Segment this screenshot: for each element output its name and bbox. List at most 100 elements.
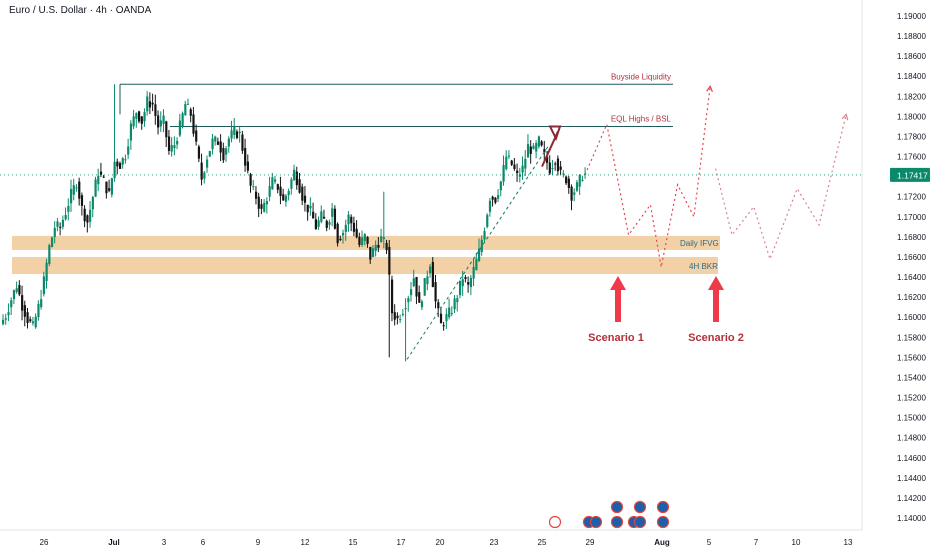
candle-body: [282, 194, 285, 201]
candle-body: [382, 237, 385, 239]
candle-body: [195, 130, 198, 142]
candle-body: [442, 325, 445, 327]
price-tick-label: 1.15600: [897, 353, 926, 362]
candle-body: [535, 143, 538, 152]
price-tick-label: 1.18400: [897, 72, 926, 81]
candle-body: [464, 277, 467, 279]
candle-body: [21, 295, 24, 311]
candle-body: [377, 244, 380, 248]
candle-body: [26, 312, 29, 323]
candle-body: [29, 319, 32, 322]
candle-body: [540, 141, 543, 146]
current-price-label: 1.17417: [897, 170, 928, 180]
candle-body: [502, 165, 505, 182]
candle-body: [532, 145, 535, 150]
economic-event-icon[interactable]: [633, 515, 647, 529]
time-axis[interactable]: 26 Jul 3 6 9 12 15 17 20 23 25 29 Aug 5 7 10 13: [0, 529, 862, 550]
scenario-path-1[interactable]: [584, 86, 711, 268]
time-tick-label: 5: [707, 538, 712, 547]
candle-body: [45, 262, 48, 282]
economic-event-icon[interactable]: [589, 515, 603, 529]
candle-body: [548, 162, 551, 174]
candle-body: [252, 186, 255, 188]
time-tick-label: 20: [436, 538, 445, 547]
candle-body: [70, 189, 73, 204]
price-tick-label: 1.16800: [897, 233, 926, 242]
candle-body: [458, 280, 462, 296]
candle-body: [72, 185, 75, 195]
candle-body: [94, 179, 97, 197]
candle-body: [491, 196, 494, 200]
candle-body: [575, 182, 579, 191]
candle-body: [53, 227, 56, 237]
candle-body: [238, 131, 241, 133]
candle-body: [420, 301, 424, 308]
candle-body: [513, 164, 516, 169]
scenario-path-2[interactable]: [715, 114, 847, 261]
candle-body: [336, 223, 339, 244]
time-tick-label: 3: [162, 538, 167, 547]
price-axis[interactable]: 1.19000 1.18800 1.18600 1.18400 1.18200 1.180…: [861, 0, 932, 550]
candle-body: [42, 276, 45, 295]
candle-body: [322, 216, 326, 219]
candle-body: [543, 149, 546, 153]
price-tick-label: 1.15000: [897, 414, 926, 423]
candle-body: [366, 236, 369, 244]
candle-body: [208, 151, 211, 157]
economic-event-icon[interactable]: [610, 515, 624, 529]
candle-body: [99, 171, 103, 175]
candle-body: [499, 181, 502, 191]
scenario-1-label: Scenario 1: [588, 332, 644, 344]
candle-body: [67, 206, 70, 212]
economic-event-icon[interactable]: [656, 500, 670, 514]
eql-highs-label: EQL Highs / BSL: [611, 114, 672, 123]
trendline[interactable]: [406, 146, 549, 360]
candle-body: [146, 96, 149, 112]
candle-body: [132, 116, 135, 127]
candle-body: [10, 300, 13, 308]
price-tick-label: 1.16600: [897, 253, 926, 262]
candle-body: [570, 186, 573, 201]
candle-body: [121, 158, 124, 165]
candle-body: [181, 113, 184, 127]
economic-event-icon[interactable]: [633, 500, 647, 514]
time-tick-label: 12: [301, 538, 310, 547]
candle-body: [399, 319, 402, 321]
candle-body: [358, 236, 361, 245]
candle-body: [475, 258, 478, 271]
candle-body: [437, 302, 440, 309]
event-icons[interactable]: [548, 500, 670, 529]
candle-body: [529, 146, 532, 154]
candle-body: [154, 104, 157, 116]
price-tick-label: 1.14000: [897, 514, 926, 523]
economic-event-icon[interactable]: [548, 515, 562, 529]
candle-body: [211, 138, 214, 150]
projection-arrow-head: [548, 125, 562, 142]
time-tick-label: 7: [754, 538, 759, 547]
candle-body: [355, 228, 358, 238]
candle-body: [287, 190, 290, 196]
candle-body: [478, 248, 481, 261]
candle-body: [80, 195, 84, 206]
price-tick-label: 1.17000: [897, 213, 926, 222]
zone-4h-bkr[interactable]: [12, 256, 718, 275]
candle-body: [497, 195, 500, 199]
candle-body: [347, 214, 350, 225]
economic-event-icon[interactable]: [656, 515, 670, 529]
candle-body: [249, 174, 252, 186]
zone-daily-ifvg[interactable]: [12, 235, 720, 250]
candle-body: [333, 208, 337, 229]
candle-body: [453, 298, 456, 310]
candle-body: [388, 246, 391, 275]
candle-body: [83, 208, 86, 222]
economic-event-icon[interactable]: [610, 500, 624, 514]
scenario-2-label: Scenario 2: [688, 332, 744, 344]
candle-body: [393, 312, 396, 320]
candle-body: [390, 279, 394, 314]
time-tick-label: 13: [844, 538, 853, 547]
candle-body: [113, 161, 116, 179]
candle-body: [4, 318, 7, 320]
scenario-1-arrow: [610, 276, 626, 322]
